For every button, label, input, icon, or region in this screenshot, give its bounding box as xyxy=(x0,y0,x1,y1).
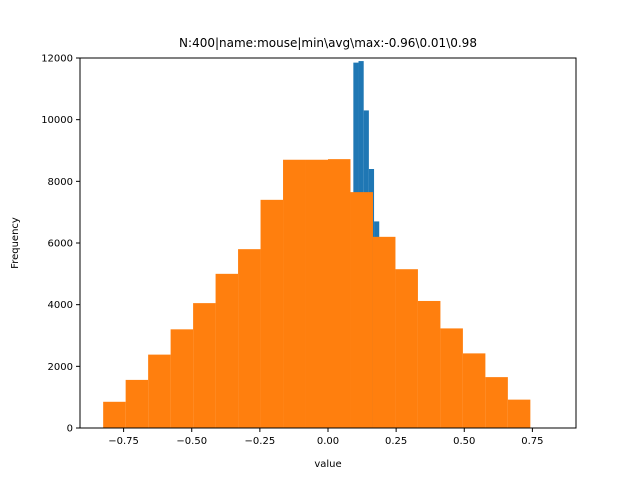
y-tick-label: 4000 xyxy=(48,300,73,311)
x-tick-label: −0.25 xyxy=(245,436,276,447)
y-tick-label: 10000 xyxy=(41,115,73,126)
y-tick-label: 8000 xyxy=(48,177,73,188)
histogram-bar-series-1-bin-5 xyxy=(215,273,239,428)
y-tick-label: 12000 xyxy=(41,54,73,65)
x-tick-label: 0.00 xyxy=(317,436,339,447)
y-axis-ticks: 0 2000 4000 6000 8000 10000 12000 xyxy=(41,54,80,435)
histogram-bar-series-1-bin-15 xyxy=(440,328,463,428)
y-tick-label: 6000 xyxy=(48,239,73,250)
histogram-bar-series-1-bin-14 xyxy=(417,300,441,428)
x-tick-label: −0.50 xyxy=(176,436,207,447)
histogram-bar-series-1-bin-10 xyxy=(328,159,351,428)
chart-title: N:400|name:mouse|min\avg\max:-0.96\0.01\… xyxy=(179,36,477,50)
histogram-bar-series-1-bin-16 xyxy=(462,353,486,428)
x-tick-label: 0.75 xyxy=(521,436,543,447)
histogram-bar-series-1-bin-2 xyxy=(148,354,171,428)
histogram-bar-series-1-bin-3 xyxy=(170,329,194,428)
histogram-bar-series-1-bin-12 xyxy=(372,236,396,428)
y-tick-label: 2000 xyxy=(48,362,73,373)
y-axis-label: Frequency xyxy=(10,217,21,269)
x-tick-label: 0.25 xyxy=(385,436,407,447)
histogram-bar-series-1-bin-4 xyxy=(193,303,216,428)
histogram-bar-series-1-bin-7 xyxy=(260,199,284,428)
y-tick-label: 0 xyxy=(67,424,73,435)
histogram-bar-series-1-bin-9 xyxy=(305,159,328,428)
histogram-bar-series-1-bin-18 xyxy=(507,399,531,428)
x-axis-ticks: −0.75 −0.50 −0.25 0.00 0.25 0.50 0.75 xyxy=(108,428,544,447)
histogram-bar-series-1-bin-0 xyxy=(103,401,126,428)
x-tick-label: −0.75 xyxy=(108,436,139,447)
x-tick-label: 0.50 xyxy=(453,436,475,447)
histogram-bar-series-1-bin-13 xyxy=(395,269,418,428)
histogram-bar-series-1-bin-6 xyxy=(238,249,261,428)
histogram-bar-series-1-bin-17 xyxy=(485,377,508,428)
x-axis-label: value xyxy=(314,459,341,470)
bars-layer xyxy=(103,61,531,429)
histogram-bar-series-1-bin-8 xyxy=(283,159,306,428)
histogram-bar-series-1-bin-1 xyxy=(125,379,149,428)
histogram-bar-series-1-bin-11 xyxy=(350,192,373,428)
